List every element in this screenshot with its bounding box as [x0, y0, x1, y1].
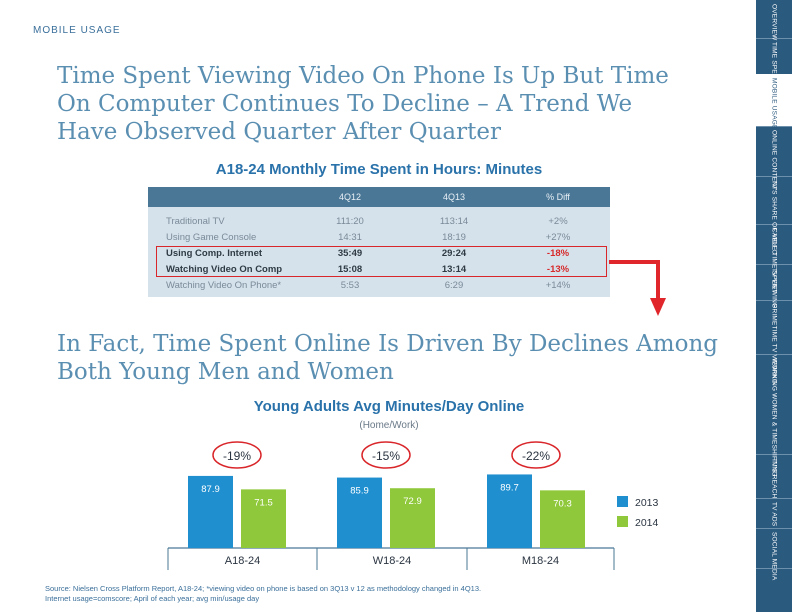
- column-header: 4Q12: [298, 187, 402, 207]
- nav-item-label: TV VIEWING: [770, 268, 778, 309]
- column-header: [148, 187, 298, 207]
- side-navigation: OVERVIEW TIME SPENT MOBILE USAGE ONLINE CON…: [756, 0, 792, 612]
- cell-4q13: 113:14: [439, 215, 469, 227]
- nav-item-label: ONLINE CONTENT: [770, 130, 778, 191]
- table-row: Traditional TV 111:20 113:14 +2%: [148, 207, 610, 229]
- nav-item[interactable]: TV'S SHARE OF VIDEO: [756, 176, 792, 255]
- data-label: 89.7: [500, 482, 519, 493]
- annotation-ellipse: [511, 441, 561, 469]
- cell-4q13: 6:29: [444, 279, 464, 291]
- legend-swatch: [617, 516, 628, 527]
- legend-label: 2014: [635, 517, 659, 529]
- chart-title: Young Adults Avg Minutes/Day Online: [253, 398, 525, 415]
- nav-item[interactable]: TV'S REACH: [756, 454, 792, 499]
- annotation-label: -19%: [223, 449, 251, 463]
- annotation-ellipse: [212, 441, 262, 469]
- footnote-line: Internet usage=comscore; April of each y…: [45, 594, 260, 603]
- cell-4q13: 13:14: [441, 263, 467, 275]
- bar-2014: [241, 489, 286, 548]
- bar-2014: [390, 488, 435, 548]
- bar-2014: [540, 490, 585, 548]
- nav-item[interactable]: PRIMETIME TV VIEWING: [756, 300, 792, 384]
- cell-diff: -18%: [546, 247, 570, 259]
- cell-diff: +2%: [548, 215, 568, 227]
- category-label: M18-24: [522, 555, 559, 567]
- column-header: 4Q13: [402, 187, 506, 207]
- nav-item[interactable]: TIME SPENT: [756, 38, 792, 83]
- table-header-row: 4Q12 4Q13 % Diff: [148, 187, 610, 207]
- cell-diff: +27%: [545, 231, 571, 243]
- data-label: 87.9: [201, 484, 220, 495]
- table-row-highlighted: Using Comp. Internet 35:49 29:24 -18%: [148, 245, 610, 261]
- annotation-label: -15%: [372, 449, 400, 463]
- table-row-highlighted: Watching Video On Comp 15:08 13:14 -13%: [148, 261, 610, 277]
- legend-label: 2013: [635, 497, 659, 509]
- cell-4q13: 29:24: [441, 247, 467, 259]
- cell-4q12: 15:08: [337, 263, 363, 275]
- data-label: 70.3: [553, 498, 572, 509]
- nav-item[interactable]: TV ADS: [756, 498, 792, 529]
- time-spent-table-container: 4Q12 4Q13 % Diff Traditional TV 111:20 1…: [148, 187, 610, 297]
- cell-4q12: 5:53: [340, 279, 360, 291]
- cell-4q12: 35:49: [337, 247, 363, 259]
- nav-item-label: TV'S SHARE OF VIDEO: [770, 180, 778, 255]
- table-row: Watching Video On Phone* 5:53 6:29 +14%: [148, 277, 610, 293]
- category-label: A18-24: [225, 555, 260, 567]
- nav-item-label: SOCIAL MEDIA: [770, 532, 778, 581]
- table-title: A18-24 Monthly Time Spent in Hours: Minu…: [215, 161, 543, 178]
- data-label: 72.9: [403, 496, 422, 507]
- cell-4q12: 111:20: [336, 215, 364, 227]
- nav-item-label: WORKING WOMEN & TIMESHIFTING: [770, 358, 778, 477]
- chart-subtitle: (Home/Work): [359, 420, 419, 431]
- highlight-box: [156, 246, 607, 277]
- nav-item-label: PRIMETIME TV VIEWING: [770, 304, 778, 385]
- annotation-label: -22%: [522, 449, 550, 463]
- legend-swatch: [617, 496, 628, 507]
- nav-item-label: CABLE TIME SPENT: [770, 228, 778, 294]
- cell-4q12: 14:31: [338, 231, 362, 243]
- nav-item-label: TV ADS: [770, 502, 778, 527]
- data-label: 71.5: [254, 497, 273, 508]
- nav-item[interactable]: CABLE TIME SPENT: [756, 224, 792, 293]
- column-header: % Diff: [506, 187, 610, 207]
- row-label: Watching Video On Comp: [166, 263, 283, 275]
- nav-item[interactable]: ONLINE CONTENT: [756, 126, 792, 190]
- row-label: Using Game Console: [166, 231, 257, 243]
- row-label: Using Comp. Internet: [166, 247, 263, 259]
- nav-item[interactable]: MOBILE USAGE: [756, 74, 792, 130]
- page-headline: Time Spent Viewing Video On Phone Is Up …: [57, 63, 669, 145]
- cell-4q13: 18:19: [442, 231, 466, 243]
- nav-item-label: OVERVIEW: [770, 4, 778, 41]
- cell-diff: +14%: [545, 279, 571, 291]
- nav-item[interactable]: WORKING WOMEN & TIMESHIFTING: [756, 354, 792, 477]
- data-label: 85.9: [350, 486, 369, 497]
- annotation-ellipse: [361, 441, 411, 469]
- nav-item-label: MOBILE USAGE: [770, 78, 778, 130]
- nav-item[interactable]: SOCIAL MEDIA: [756, 528, 792, 580]
- bar-2013: [487, 474, 532, 548]
- nav-item-label: TIME SPENT: [770, 42, 778, 84]
- section-label: MOBILE USAGE: [33, 25, 121, 36]
- category-label: W18-24: [373, 555, 412, 567]
- footnote-line: Source: Nielsen Cross Platform Report, A…: [45, 584, 482, 593]
- table-row: Using Game Console 14:31 18:19 +27%: [148, 229, 610, 245]
- row-label: Traditional TV: [166, 215, 225, 227]
- cell-diff: -13%: [546, 263, 570, 275]
- sub-headline: In Fact, Time Spent Online Is Driven By …: [57, 331, 718, 385]
- bar-2013: [188, 475, 233, 548]
- bar-2013: [337, 477, 382, 548]
- nav-item[interactable]: OVERVIEW: [756, 0, 792, 41]
- nav-item[interactable]: TV VIEWING: [756, 264, 792, 308]
- footnote: Source: Nielsen Cross Platform Report, A…: [45, 584, 565, 604]
- row-label: Watching Video On Phone*: [166, 279, 282, 291]
- time-spent-table: 4Q12 4Q13 % Diff Traditional TV 111:20 1…: [148, 187, 610, 293]
- nav-item-label: TV'S REACH: [770, 458, 778, 499]
